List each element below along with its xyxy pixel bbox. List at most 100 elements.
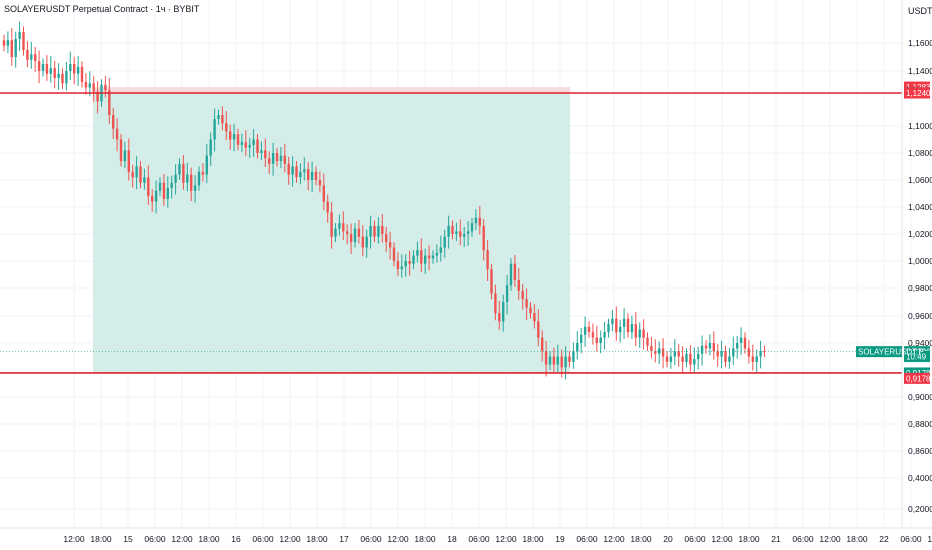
candle-body [646,337,649,346]
candle-body [607,324,610,333]
candle-body [537,321,540,338]
candle-body [693,359,696,365]
candle-body [412,255,415,264]
candle-body [521,290,524,300]
candle-body [127,150,130,172]
candle-body [18,32,21,39]
candle-body [755,356,758,362]
price-tick-label: 0,9600 [908,311,932,321]
price-tag [904,87,930,99]
candle-body [424,255,427,264]
candle-body [700,345,704,354]
candle-body [658,348,661,354]
price-tag [904,351,930,362]
price-axis[interactable]: 1,1600 1,1400 1,1000 1,0800 1,0600 1,0400 1,02… [908,38,932,514]
candle-body [478,217,481,226]
currency-label[interactable]: USDT [908,6,932,16]
candle-body [170,182,173,189]
candle-body [498,313,501,322]
time-tick-label: 12:00 [927,534,932,544]
candle-body [131,171,134,178]
price-tick-label: 0,8600 [908,446,932,456]
time-tick-label: 12:00 [711,534,733,544]
candle-body [751,356,754,362]
symbol-tag-label: SOLAYERUSDT.P [858,348,924,357]
time-tick-label: 06:00 [360,534,382,544]
candle-body [326,201,329,213]
candle-body [385,234,388,243]
candle-body [22,32,25,50]
candle-body [26,50,29,60]
candle-body [80,66,84,82]
candle-body [2,40,6,46]
candle-body [201,171,205,175]
candle-body [482,225,485,251]
candle-body [264,150,267,159]
candle-body [400,266,403,270]
candle-body [576,343,579,352]
candle-body [505,285,509,302]
candle-body [295,166,298,178]
candle-body [112,115,115,129]
candle-body [69,64,72,71]
candle-body [708,343,712,349]
candle-body [661,348,665,357]
candle-body [307,169,310,180]
candle-body [712,343,715,352]
candle-body [37,61,41,71]
candle-body [236,134,240,145]
candle-body [213,119,216,140]
candle-body [517,279,520,291]
time-tick-label: 22 [879,534,889,544]
candle-body [548,356,552,365]
candle-body [330,212,333,237]
candle-body [229,131,232,140]
candle-body [6,40,10,46]
candle-body [595,337,598,343]
candle-body [502,302,505,322]
candle-body [232,134,236,140]
candle-body [622,318,626,327]
candle-body [720,351,723,357]
time-tick-label: 06:00 [468,534,490,544]
candle-body [108,90,111,115]
time-tick-label: 12:00 [387,534,409,544]
candle-body [365,236,368,248]
time-tick-label: 18:00 [414,534,436,544]
time-axis[interactable]: 12:00 18:00 15 06:00 12:00 18:00 16 06:00 12:00 1… [63,534,932,544]
candle-body [143,177,146,183]
candle-body [338,223,341,229]
candle-body [30,54,33,60]
candle-body [568,356,571,362]
time-tick-label: 18:00 [738,534,760,544]
candle-body [361,236,364,248]
candle-body [416,250,419,256]
price-tick-label: 0,4000 [908,473,932,483]
candle-body [268,158,271,164]
candle-body [681,356,684,362]
candle-body [615,318,618,333]
candle-body [470,223,474,232]
candle-body [439,247,442,253]
candle-body [435,252,439,256]
candle-body [736,343,739,349]
price-tick-label: 0,9800 [908,283,932,293]
candle-body [260,150,263,153]
candle-body [53,68,56,78]
candle-body [357,228,361,237]
candle-body [603,332,606,338]
candle-body [197,171,201,186]
candle-body [490,269,493,294]
candle-body [544,351,548,365]
price-tick-label: 0,9000 [908,392,932,402]
candle-body [34,54,37,62]
candle-body [564,356,567,368]
candle-body [455,231,458,234]
time-tick-label: 12:00 [495,534,517,544]
candle-body [151,196,154,202]
time-tick-label: 18:00 [306,534,328,544]
candle-body [287,163,290,175]
candle-body [388,242,392,248]
time-tick-label: 06:00 [252,534,274,544]
